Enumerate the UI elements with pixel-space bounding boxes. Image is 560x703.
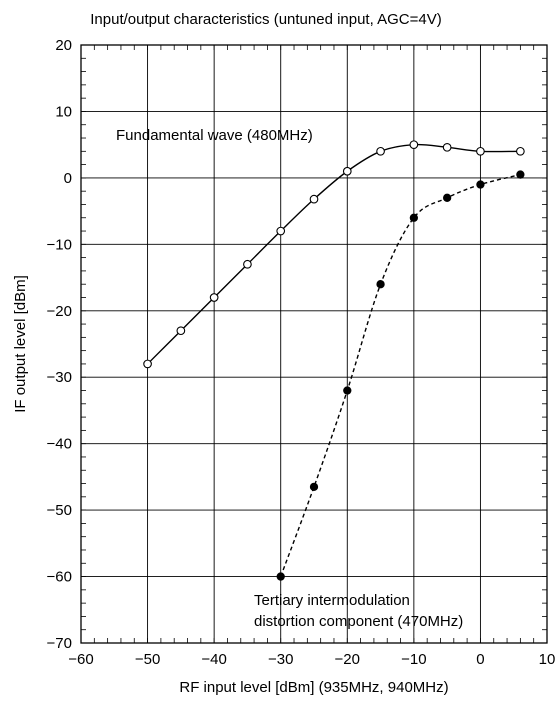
- series-layer: [143, 140, 525, 581]
- x-tick-label: −50: [135, 651, 160, 668]
- data-point: [309, 482, 319, 492]
- series-1: [276, 170, 525, 581]
- x-tick-label: −60: [68, 651, 93, 668]
- x-tick-label: −40: [201, 651, 226, 668]
- x-axis-label: RF input level [dBm] (935MHz, 940MHz): [179, 679, 448, 696]
- y-axis-label: IF output level [dBm]: [12, 275, 29, 413]
- annotation-intermod-line-1: Tertiary intermodulation: [254, 592, 410, 609]
- x-tick-label: 0: [476, 651, 484, 668]
- data-point: [376, 280, 385, 289]
- data-point: [176, 326, 186, 336]
- data-point: [442, 142, 452, 152]
- data-point: [409, 213, 419, 222]
- y-tick-label: −30: [47, 369, 72, 386]
- series-line: [280, 173, 521, 577]
- plot-frame: [80, 44, 548, 644]
- data-point: [516, 170, 525, 179]
- chart-title: Input/output characteristics (untuned in…: [90, 11, 441, 28]
- data-point: [476, 180, 485, 189]
- y-tick-label: −20: [47, 303, 72, 320]
- data-point: [476, 146, 485, 156]
- y-tick-label: −60: [47, 569, 72, 586]
- data-point: [342, 166, 352, 176]
- data-point: [516, 146, 525, 156]
- x-tick-label: −10: [401, 651, 426, 668]
- data-point: [309, 194, 319, 204]
- data-point: [442, 193, 452, 202]
- y-tick-label: −40: [47, 436, 72, 453]
- data-point: [276, 226, 286, 236]
- y-tick-label: −10: [47, 236, 72, 253]
- data-point: [276, 572, 285, 581]
- annotation-fundamental: Fundamental wave (480MHz): [116, 127, 313, 144]
- data-point: [143, 359, 152, 369]
- grid: [81, 45, 547, 643]
- data-point: [343, 386, 352, 395]
- y-tick-label: 10: [55, 103, 72, 120]
- data-point: [409, 140, 419, 150]
- data-point: [376, 146, 385, 156]
- y-tick-label: −70: [47, 635, 72, 652]
- data-point: [243, 259, 252, 269]
- data-point: [209, 293, 219, 302]
- x-tick-label: −30: [268, 651, 293, 668]
- annotation-intermod-line-2: distortion component (470MHz): [254, 613, 463, 630]
- y-tick-labels: −70 −60 −50 −40 −30 −20 −10 0 10 20: [47, 37, 72, 652]
- x-tick-label: −20: [335, 651, 360, 668]
- y-tick-label: 20: [55, 37, 72, 54]
- x-tick-labels: −60 −50 −40 −30 −20 −10 0 10: [68, 651, 555, 668]
- series-0: [143, 140, 525, 369]
- y-tick-label: −50: [47, 502, 72, 519]
- x-tick-label: 10: [539, 651, 556, 668]
- y-tick-label: 0: [64, 170, 72, 187]
